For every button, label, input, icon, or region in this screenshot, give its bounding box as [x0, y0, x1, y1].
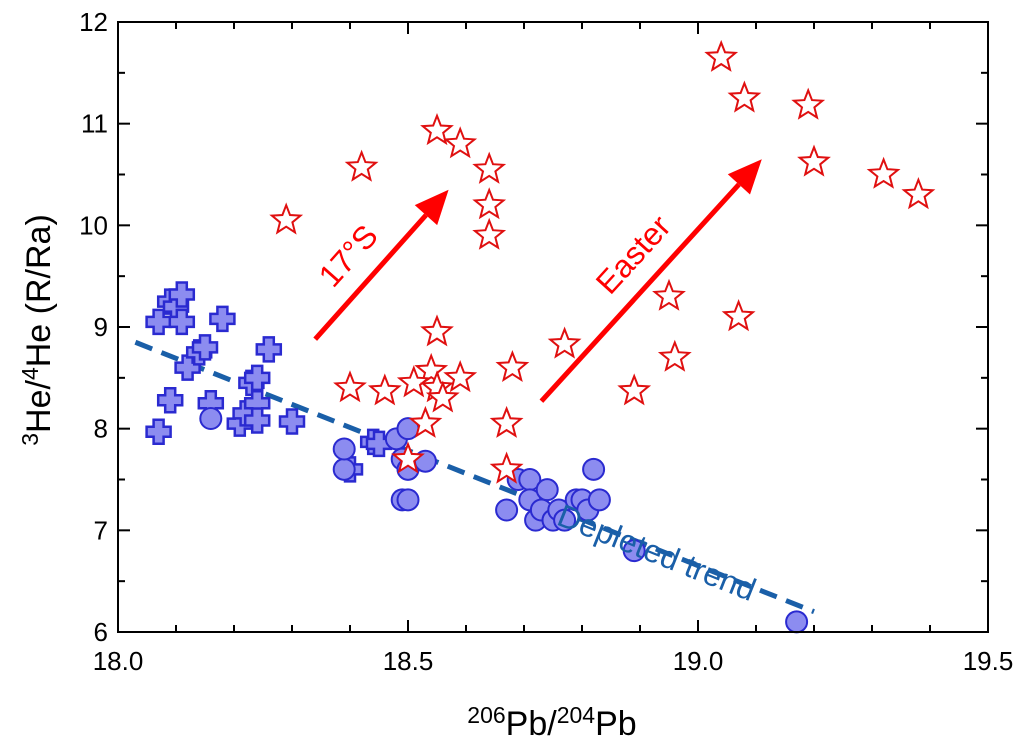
annotation-easter: Easter — [589, 208, 678, 301]
y-tick-label: 10 — [79, 210, 108, 240]
points-layer — [145, 39, 936, 634]
y-tick-label: 12 — [79, 7, 108, 37]
star-point — [721, 299, 756, 332]
star-point — [420, 113, 454, 146]
cross-point — [191, 334, 219, 361]
circle-point — [587, 488, 611, 512]
star-point — [425, 380, 460, 413]
x-tick-label: 19.5 — [963, 646, 1014, 676]
cross-point — [243, 407, 271, 434]
x-title-sup1: 206 — [467, 702, 505, 728]
y-tick-label: 11 — [81, 109, 108, 139]
star-point — [472, 187, 507, 220]
circle-point — [495, 498, 519, 522]
arrow-shaft — [539, 182, 741, 403]
cross-point — [156, 386, 184, 414]
cross-point — [278, 408, 306, 435]
y-tick-label: 8 — [94, 414, 108, 444]
star-point — [472, 217, 507, 250]
x-tick-label: 19.0 — [673, 646, 724, 676]
x-tick-label: 18.5 — [383, 646, 434, 676]
star-point — [396, 365, 431, 398]
y-axis-title: 3He/4He (R/Ra) — [17, 214, 58, 446]
star-point — [472, 151, 507, 184]
circle-point — [582, 457, 606, 481]
star-point — [391, 441, 425, 474]
y-title-sup1: 3 — [17, 433, 43, 446]
star-point — [408, 405, 443, 438]
y-title-sup2: 4 — [17, 367, 43, 380]
cross-point — [168, 281, 196, 308]
cross-point — [255, 336, 283, 363]
circle-point — [396, 488, 420, 512]
star-point — [791, 87, 826, 120]
star-point — [344, 149, 379, 182]
axes-layer: 18.0 18.5 19.0 19.5 6 7 8 9 10 11 12 — [79, 7, 1013, 676]
x-title-base2: Pb — [595, 705, 637, 743]
star-point — [367, 373, 402, 406]
star-point — [652, 278, 686, 311]
x-title-sup2: 204 — [557, 702, 596, 728]
arrow-layer — [313, 159, 762, 403]
arrow-head — [727, 159, 762, 195]
annotation-17s: 17°S — [311, 218, 384, 294]
star-point — [443, 360, 478, 393]
star-point — [333, 370, 367, 403]
y-tick-label: 7 — [94, 515, 108, 545]
circle-point — [199, 407, 223, 430]
y-title-base1: He/ — [20, 380, 58, 433]
star-point — [489, 405, 524, 438]
cross-point — [365, 430, 393, 458]
star-point — [704, 39, 739, 72]
star-point — [489, 451, 524, 484]
plot-frame — [117, 21, 989, 633]
y-tick-label: 6 — [94, 617, 108, 647]
arrow-head — [414, 189, 449, 226]
star-point — [443, 126, 478, 159]
cross-point — [145, 418, 172, 445]
star-point — [866, 156, 901, 189]
star-point — [547, 326, 582, 359]
star-point — [269, 202, 304, 235]
x-title-base1: Pb/ — [506, 705, 558, 743]
star-point — [495, 349, 530, 383]
star-point — [420, 314, 454, 347]
cross-point — [209, 305, 236, 333]
circle-point — [553, 508, 577, 532]
circle-point — [785, 610, 809, 634]
arrow-shaft — [313, 213, 428, 341]
circle-point — [622, 539, 646, 563]
circle-point — [535, 478, 559, 502]
cross-point — [168, 308, 196, 336]
circle-point — [332, 457, 356, 481]
y-tick-label: 9 — [94, 312, 108, 342]
star-point — [414, 352, 449, 386]
x-tick-label: 18.0 — [93, 646, 144, 676]
star-point — [797, 144, 831, 177]
cross-point — [174, 354, 201, 381]
y-title-base2: He (R/Ra) — [20, 214, 58, 367]
circle-point — [332, 437, 356, 461]
cross-point — [243, 364, 271, 392]
cross-point — [145, 308, 172, 336]
star-point — [657, 339, 692, 372]
star-point — [617, 373, 652, 406]
x-axis-title: 206Pb/204Pb — [467, 702, 636, 743]
star-point — [901, 177, 936, 210]
star-point — [727, 80, 762, 113]
annotation-depleted-trend: Depleted trend — [553, 497, 761, 608]
